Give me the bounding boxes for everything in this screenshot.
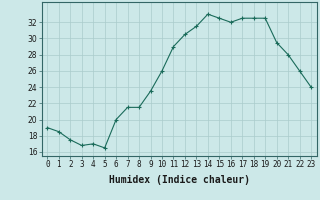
X-axis label: Humidex (Indice chaleur): Humidex (Indice chaleur) (109, 175, 250, 185)
